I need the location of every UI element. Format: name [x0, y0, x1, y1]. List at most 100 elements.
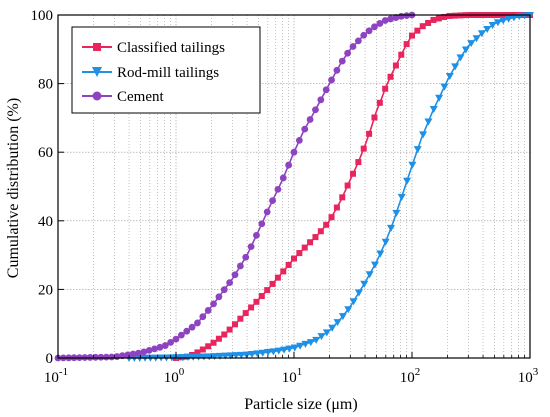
data-point [355, 159, 362, 166]
data-point [354, 289, 363, 297]
data-point [226, 326, 233, 333]
data-point [232, 321, 238, 328]
data-point [220, 286, 228, 294]
x-axis-title: Particle size (μm) [244, 396, 357, 413]
data-point [296, 250, 303, 257]
data-point [210, 339, 217, 346]
data-point [269, 197, 276, 205]
legend-entry-rod-mill-tailings: Rod-mill tailings [82, 65, 219, 81]
data-point [366, 130, 373, 137]
data-point [446, 12, 453, 19]
data-point [306, 339, 315, 347]
data-point [333, 204, 340, 211]
data-point [376, 99, 383, 106]
data-point [456, 54, 465, 62]
legend-label: Cement [117, 89, 164, 105]
data-point [392, 209, 401, 217]
data-point [397, 193, 406, 201]
data-point [129, 350, 137, 358]
data-point [360, 31, 368, 39]
data-point [413, 146, 422, 154]
data-point [371, 114, 378, 121]
data-point [504, 15, 513, 23]
data-point [381, 17, 389, 24]
y-tick-label: 0 [46, 351, 54, 367]
data-point [264, 287, 271, 294]
data-point [167, 338, 175, 346]
data-point [274, 185, 282, 193]
data-point [451, 63, 460, 71]
data-point [242, 253, 250, 261]
data-point [370, 261, 379, 269]
y-tick-label: 100 [31, 8, 54, 24]
data-point [360, 280, 369, 288]
data-point [328, 214, 335, 221]
data-point [97, 353, 105, 361]
data-point [333, 319, 342, 327]
data-point [403, 12, 411, 20]
data-point [258, 220, 266, 228]
data-point [429, 105, 438, 113]
data-point [231, 352, 240, 360]
data-point [237, 315, 244, 322]
data-point [424, 118, 433, 126]
data-point [108, 353, 116, 361]
data-point [467, 40, 476, 48]
x-tick-label: 102 [400, 366, 421, 386]
data-point [333, 66, 341, 74]
data-point [392, 14, 400, 21]
data-point [258, 293, 265, 300]
data-point [339, 194, 346, 201]
data-point [430, 16, 437, 23]
x-tick-label: 100 [164, 366, 185, 386]
data-point [215, 335, 222, 342]
data-point [194, 349, 201, 356]
data-point [210, 353, 219, 361]
data-point [360, 145, 367, 152]
data-point [237, 351, 246, 359]
legend-box [71, 26, 261, 114]
data-point [338, 313, 347, 321]
data-point [354, 37, 362, 45]
data-point [365, 271, 374, 279]
x-tick-label: 101 [282, 366, 303, 386]
data-point [344, 182, 351, 189]
data-point [221, 331, 228, 338]
data-point [425, 19, 432, 26]
data-point [445, 73, 454, 81]
data-point [488, 22, 497, 30]
data-point [194, 319, 201, 327]
series-rod-mill-tailings [125, 12, 534, 362]
data-point [205, 343, 212, 350]
data-point [248, 304, 255, 311]
data-point [312, 106, 319, 114]
data-point [376, 250, 385, 258]
data-point [322, 86, 330, 94]
data-point [376, 20, 384, 27]
legend-label: Classified tailings [117, 40, 225, 56]
data-point [371, 23, 378, 31]
data-point [264, 349, 273, 357]
data-point [365, 27, 373, 35]
data-point [263, 208, 271, 216]
data-point [231, 271, 239, 279]
data-point [269, 280, 276, 287]
data-point [301, 340, 310, 348]
data-point [419, 23, 426, 30]
data-point [323, 221, 330, 228]
data-point [435, 15, 442, 22]
data-point [285, 161, 293, 169]
data-point [349, 298, 358, 306]
data-point [483, 26, 492, 34]
data-point [194, 353, 203, 361]
data-point [317, 333, 326, 341]
data-point [477, 30, 486, 38]
data-point [499, 17, 508, 25]
data-point [509, 14, 518, 22]
data-point [215, 293, 223, 301]
data-point [312, 234, 319, 241]
data-point [290, 344, 299, 352]
data-point [242, 310, 249, 317]
data-point [269, 348, 278, 356]
data-point [204, 307, 212, 314]
